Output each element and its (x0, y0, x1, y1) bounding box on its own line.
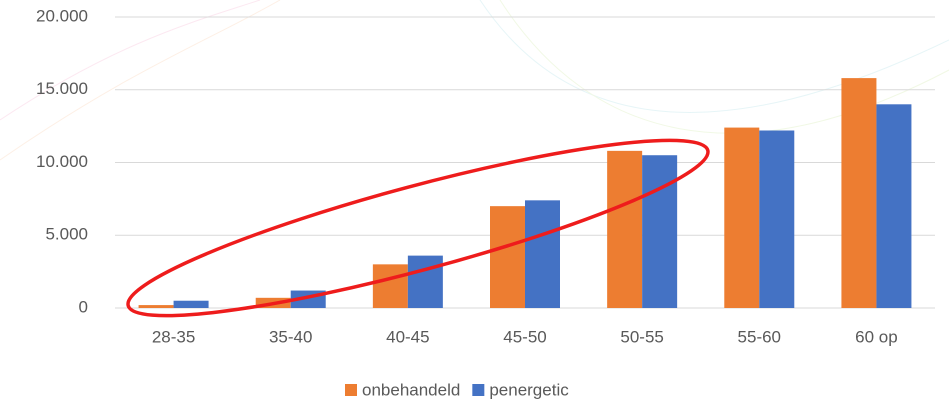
bar (841, 78, 877, 308)
legend: onbehandeld penergetic (345, 380, 569, 399)
y-tick-label: 10.000 (36, 152, 88, 171)
bar (607, 150, 643, 308)
bar (525, 200, 560, 308)
bar (876, 104, 912, 308)
bar (138, 305, 174, 308)
legend-label: onbehandeld (362, 380, 460, 399)
background-swirls (0, 0, 949, 161)
x-tick-label: 40-45 (386, 327, 429, 346)
bar (173, 300, 209, 308)
x-tick-label: 28-35 (152, 327, 195, 346)
y-tick-label: 5.000 (45, 225, 88, 244)
swirl (0, 0, 261, 121)
x-tick-label: 35-40 (269, 327, 312, 346)
bar (642, 155, 678, 308)
bar (372, 264, 408, 308)
legend-swatch (472, 384, 485, 396)
bar (407, 255, 443, 308)
highlight-ellipse (126, 138, 710, 318)
legend-swatch (345, 384, 357, 396)
legend-label: penergetic (489, 380, 569, 399)
x-tick-label: 55-60 (738, 327, 781, 346)
swirl (0, 0, 281, 161)
bar (490, 206, 525, 308)
x-tick-label: 60 op (855, 327, 898, 346)
y-tick-label: 0 (79, 297, 88, 316)
y-tick-label: 20.000 (36, 6, 88, 25)
x-tick-label: 45-50 (503, 327, 546, 346)
bar (724, 127, 760, 308)
x-tick-label: 50-55 (620, 327, 663, 346)
bar (759, 130, 795, 308)
y-tick-label: 15.000 (36, 79, 88, 98)
